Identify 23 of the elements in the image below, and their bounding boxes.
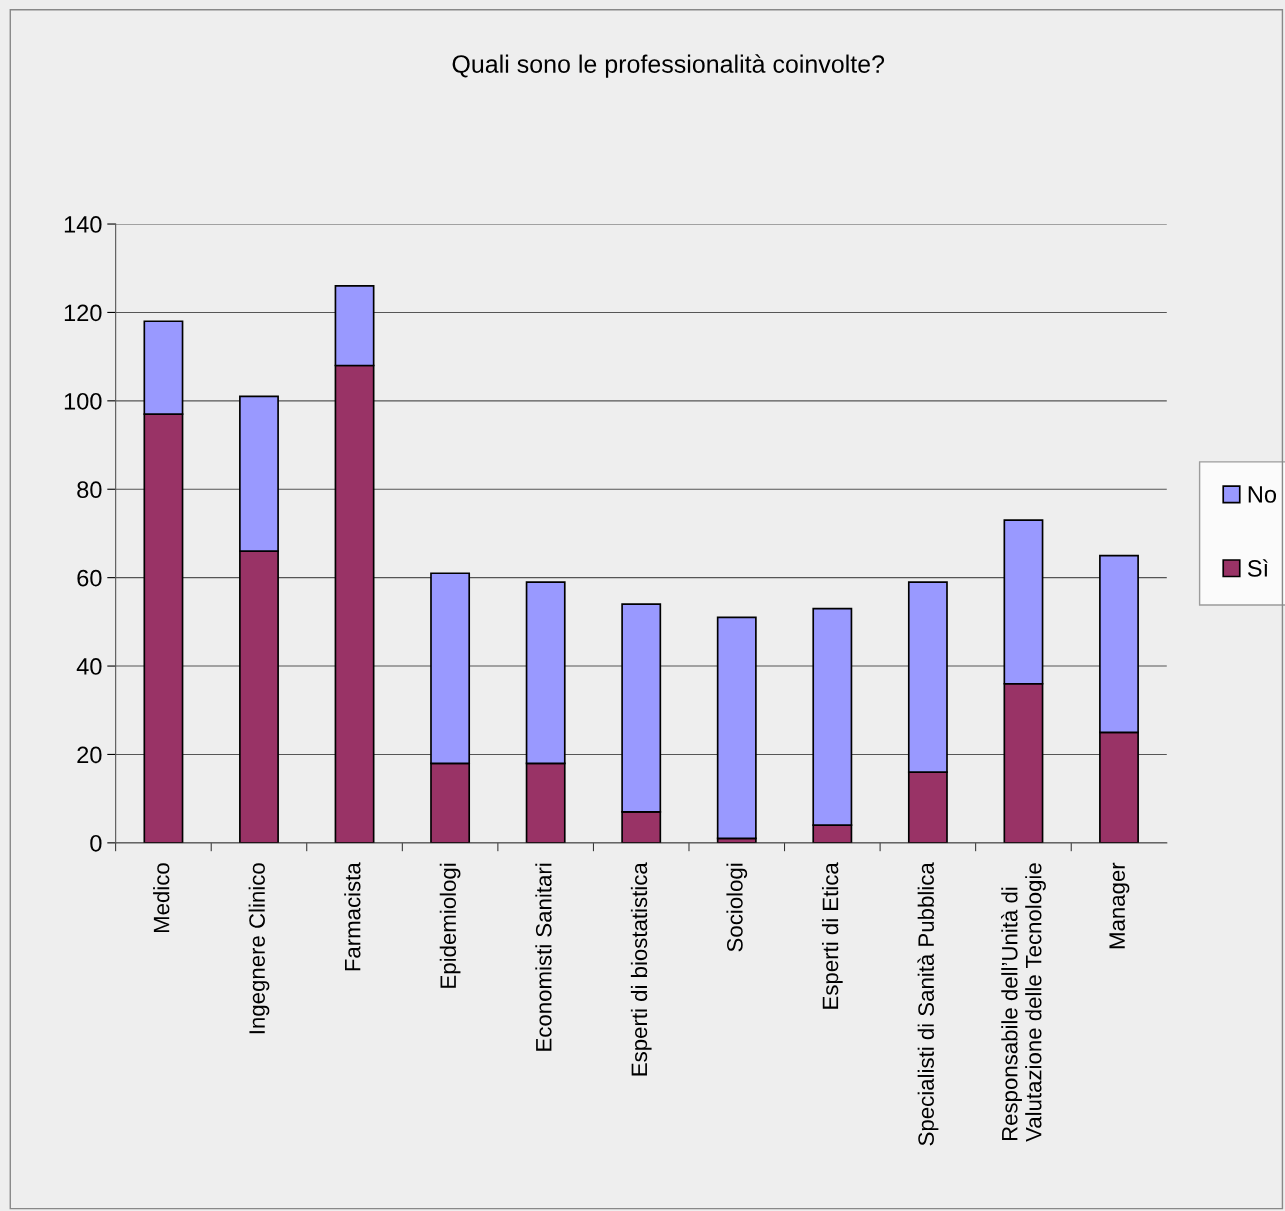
y-tick-label: 20 [77, 746, 102, 764]
y-tick-label: 0 [90, 834, 102, 852]
bar [716, 616, 757, 840]
x-tick-label: Farmacista [344, 862, 361, 971]
y-tick-label: 40 [76, 658, 102, 675]
x-tick-label: Epidemiologi [439, 863, 461, 988]
x-tick-label: Esperti di biostatistica [630, 862, 652, 1076]
y-tick-label: 60 [77, 569, 102, 587]
y-tick-label: 140 [64, 216, 102, 233]
x-tick-label: Esperti di Etica [821, 862, 843, 1009]
x-tick-label: Medico [153, 863, 170, 933]
x-tick-label: Specialisti di Sanità Pubblica [917, 862, 939, 1146]
y-tick-label: 100 [64, 392, 102, 410]
x-tick-label: Economisti Sanitari [535, 863, 552, 1051]
x-tick-label: Responsabile dell’Unità di Valutazione delle Tecnologie [1000, 863, 1046, 1142]
x-tick-label: Manager [1109, 862, 1130, 949]
y-tick-label: 120 [64, 304, 102, 322]
x-tick-label: Sociologi [726, 863, 748, 952]
y-tick-label: 80 [77, 481, 102, 499]
x-tick-label: Ingegnere Clinico [248, 863, 270, 1034]
legend-label: No [1248, 486, 1277, 503]
legend-label: Sì [1247, 559, 1268, 577]
chart-title: Quali sono le professionalità coinvolte? [452, 54, 885, 78]
